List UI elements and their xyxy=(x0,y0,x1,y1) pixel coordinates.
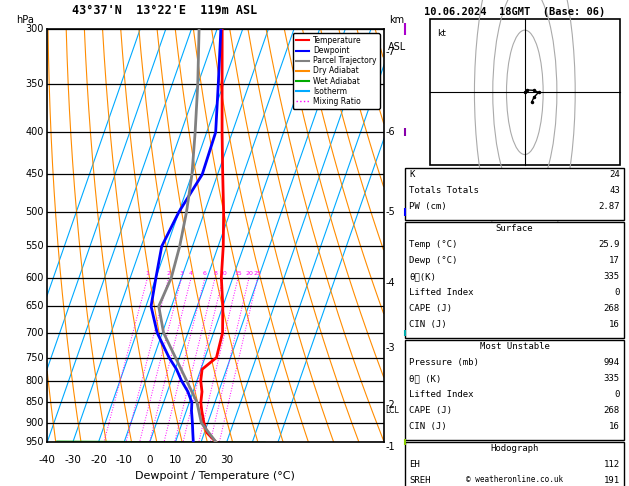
Text: 10.06.2024  18GMT  (Base: 06): 10.06.2024 18GMT (Base: 06) xyxy=(424,7,605,17)
Bar xyxy=(404,340,625,440)
Text: Temp (°C): Temp (°C) xyxy=(409,240,457,249)
Text: -20: -20 xyxy=(90,455,107,465)
Text: -2: -2 xyxy=(386,400,395,410)
Text: Mixing Ratio (g/kg): Mixing Ratio (g/kg) xyxy=(413,193,422,278)
Text: 1: 1 xyxy=(145,271,150,276)
Text: 191: 191 xyxy=(604,476,620,486)
Text: 335: 335 xyxy=(604,374,620,383)
Text: 25: 25 xyxy=(253,271,262,276)
Text: 3: 3 xyxy=(180,271,184,276)
Text: 10: 10 xyxy=(169,455,182,465)
Text: EH: EH xyxy=(409,460,420,469)
Text: 20: 20 xyxy=(245,271,253,276)
Text: K: K xyxy=(409,170,415,179)
Text: 850: 850 xyxy=(25,398,44,407)
Bar xyxy=(404,442,625,486)
Text: ASL: ASL xyxy=(388,42,406,52)
Text: CIN (J): CIN (J) xyxy=(409,320,447,330)
Bar xyxy=(404,222,625,338)
Text: 300: 300 xyxy=(25,24,44,34)
Text: -40: -40 xyxy=(39,455,55,465)
Text: 400: 400 xyxy=(25,127,44,137)
Text: 43: 43 xyxy=(609,186,620,195)
Text: © weatheronline.co.uk: © weatheronline.co.uk xyxy=(466,474,563,484)
Text: 10: 10 xyxy=(220,271,227,276)
Text: θᴇ(K): θᴇ(K) xyxy=(409,272,436,281)
Text: CIN (J): CIN (J) xyxy=(409,422,447,432)
Text: Most Unstable: Most Unstable xyxy=(479,342,550,351)
Text: 2: 2 xyxy=(167,271,170,276)
Text: 16: 16 xyxy=(609,320,620,330)
Text: -3: -3 xyxy=(386,343,395,353)
Text: 450: 450 xyxy=(25,170,44,179)
Text: -1: -1 xyxy=(386,442,395,452)
Text: 0: 0 xyxy=(615,390,620,399)
Text: 950: 950 xyxy=(25,437,44,447)
Text: Totals Totals: Totals Totals xyxy=(409,186,479,195)
Text: CAPE (J): CAPE (J) xyxy=(409,304,452,313)
Text: -5: -5 xyxy=(386,207,395,217)
Text: Dewp (°C): Dewp (°C) xyxy=(409,256,457,265)
Text: -10: -10 xyxy=(116,455,133,465)
Text: 335: 335 xyxy=(604,272,620,281)
Text: 650: 650 xyxy=(25,301,44,311)
Text: 43°37'N  13°22'E  119m ASL: 43°37'N 13°22'E 119m ASL xyxy=(72,4,258,17)
Text: 550: 550 xyxy=(25,242,44,251)
Text: CAPE (J): CAPE (J) xyxy=(409,406,452,416)
Text: 2.87: 2.87 xyxy=(598,202,620,211)
Text: -30: -30 xyxy=(64,455,81,465)
Text: 0: 0 xyxy=(147,455,153,465)
Text: 4: 4 xyxy=(189,271,193,276)
Text: PW (cm): PW (cm) xyxy=(409,202,447,211)
Text: LCL: LCL xyxy=(386,406,399,415)
Text: hPa: hPa xyxy=(16,15,34,25)
Text: -4: -4 xyxy=(386,278,395,289)
Bar xyxy=(404,168,625,220)
Text: 6: 6 xyxy=(203,271,207,276)
Text: -7: -7 xyxy=(386,47,395,57)
Text: 994: 994 xyxy=(604,358,620,367)
Text: 16: 16 xyxy=(609,422,620,432)
Text: 20: 20 xyxy=(194,455,208,465)
Legend: Temperature, Dewpoint, Parcel Trajectory, Dry Adiabat, Wet Adiabat, Isotherm, Mi: Temperature, Dewpoint, Parcel Trajectory… xyxy=(292,33,380,109)
Text: Pressure (mb): Pressure (mb) xyxy=(409,358,479,367)
Text: θᴇ (K): θᴇ (K) xyxy=(409,374,442,383)
Text: SREH: SREH xyxy=(409,476,431,486)
Text: 15: 15 xyxy=(234,271,242,276)
Text: Surface: Surface xyxy=(496,224,533,233)
Text: Lifted Index: Lifted Index xyxy=(409,390,474,399)
Text: 750: 750 xyxy=(25,352,44,363)
Text: 600: 600 xyxy=(25,273,44,282)
Text: 112: 112 xyxy=(604,460,620,469)
Text: 268: 268 xyxy=(604,304,620,313)
Text: 0: 0 xyxy=(615,288,620,297)
Text: 30: 30 xyxy=(220,455,233,465)
Bar xyxy=(430,19,620,165)
Text: kt: kt xyxy=(437,29,445,38)
Text: 350: 350 xyxy=(25,79,44,89)
Text: -6: -6 xyxy=(386,127,395,137)
Text: Hodograph: Hodograph xyxy=(491,444,538,453)
Text: Lifted Index: Lifted Index xyxy=(409,288,474,297)
Text: 17: 17 xyxy=(609,256,620,265)
Text: 500: 500 xyxy=(25,207,44,217)
Text: Dewpoint / Temperature (°C): Dewpoint / Temperature (°C) xyxy=(135,471,296,481)
Text: 8: 8 xyxy=(213,271,217,276)
Text: 900: 900 xyxy=(25,418,44,428)
Text: km: km xyxy=(389,15,404,25)
Text: 800: 800 xyxy=(25,376,44,386)
Text: 25.9: 25.9 xyxy=(598,240,620,249)
Text: 700: 700 xyxy=(25,328,44,338)
Text: 268: 268 xyxy=(604,406,620,416)
Text: 24: 24 xyxy=(609,170,620,179)
